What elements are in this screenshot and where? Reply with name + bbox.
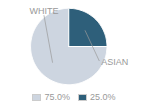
svg-text:WHITE: WHITE [29, 6, 58, 16]
svg-text:ASIAN: ASIAN [101, 57, 128, 67]
html-text:25.0%: 25.0% [90, 92, 116, 102]
html-text:75.0%: 75.0% [44, 92, 70, 102]
